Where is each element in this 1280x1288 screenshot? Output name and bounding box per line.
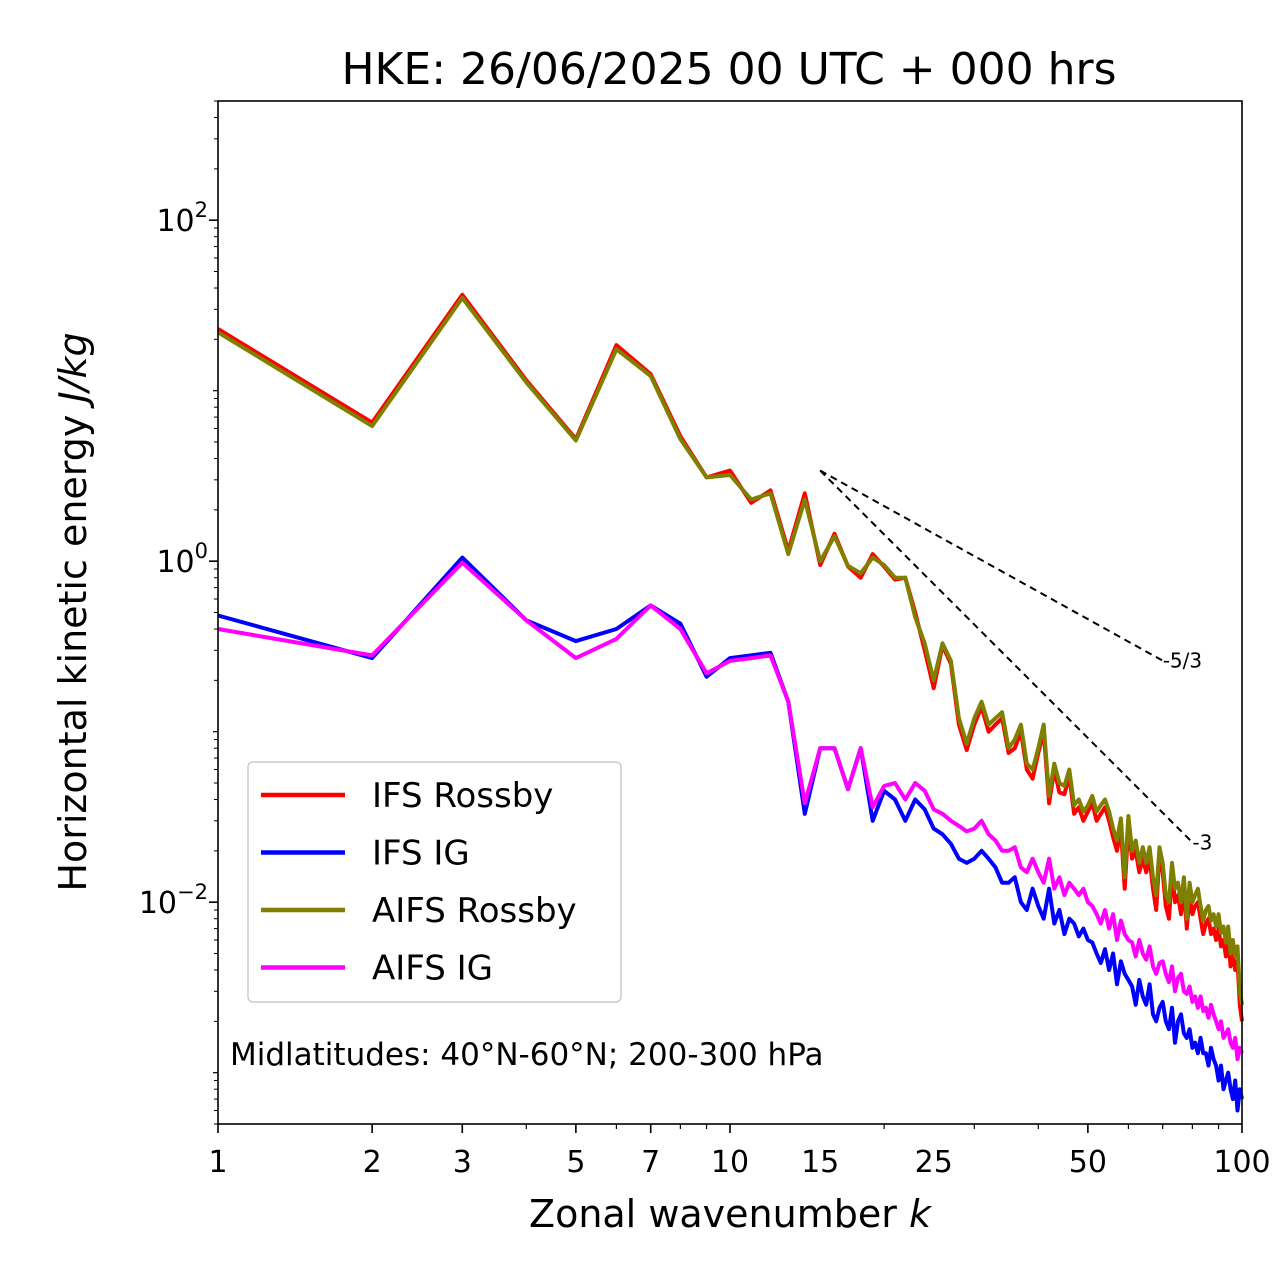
y-tick-label-base: 10 [156,545,194,580]
x-tick-labels: 1 2 3 5 7 10 15 25 50 100 [208,1145,1270,1180]
legend-box [247,761,622,1003]
x-axis-label: Zonal wavenumber k [529,1192,933,1236]
legend-label-aifs-ig: AIFS IG [372,949,493,989]
reference-slopes: -5/3 -3 [819,469,1212,854]
y-axis-label-unit: J/kg [51,332,95,409]
x-tick-label: 5 [566,1145,585,1180]
legend: IFS Rossby IFS IG AIFS Rossby AIFS IG [247,761,622,1003]
chart-title: HKE: 26/06/2025 00 UTC + 000 hrs [341,44,1116,95]
chart-annotation: Midlatitudes: 40°N-60°N; 200-300 hPa [230,1037,824,1073]
series-layer [216,292,1244,1113]
x-tick-label: 3 [453,1145,472,1180]
y-axis-label: Horizontal kinetic energy J/kg [51,332,95,891]
slope-label-minus-3: -3 [1192,830,1212,854]
slope-line-minus-3 [819,469,1194,844]
slope-label-minus-5-over-3: -5/3 [1163,649,1202,673]
x-tick-label: 2 [363,1145,382,1180]
x-tick-label: 1 [208,1145,227,1180]
series-line-ifs-rossby [216,292,1244,1022]
legend-label-ifs-ig: IFS IG [372,834,470,874]
x-tick-label: 100 [1213,1145,1270,1180]
y-tick-label: 100 [156,539,208,580]
legend-items: IFS Rossby IFS IG AIFS Rossby AIFS IG [261,776,577,989]
y-tick-label: 10−2 [139,880,208,921]
legend-label-aifs-rossby: AIFS Rossby [372,891,577,931]
legend-label-ifs-rossby: IFS Rossby [372,776,553,816]
y-tick-label-exponent: 2 [195,198,208,222]
x-tick-label: 7 [641,1145,660,1180]
x-tick-label: 25 [915,1145,953,1180]
series-line-aifs-rossby [216,295,1244,1006]
x-axis-label-variable: k [909,1192,933,1236]
series-line-aifs-ig [217,560,1244,1062]
plot-frame [217,100,1243,1125]
x-axis-label-text: Zonal wavenumber [529,1192,897,1236]
x-tick-label: 50 [1069,1145,1107,1180]
y-tick-label-exponent: 0 [195,539,208,563]
y-tick-label-base: 10 [156,204,194,239]
y-tick-label-base: 10 [139,886,177,921]
x-tick-label: 15 [801,1145,839,1180]
x-tick-label: 10 [711,1145,749,1180]
y-tick-label: 102 [156,198,208,239]
y-tick-label-exponent: −2 [177,880,208,904]
y-axis-label-text: Horizontal kinetic energy [51,415,95,892]
slope-line-minus-5-over-3 [819,469,1164,662]
